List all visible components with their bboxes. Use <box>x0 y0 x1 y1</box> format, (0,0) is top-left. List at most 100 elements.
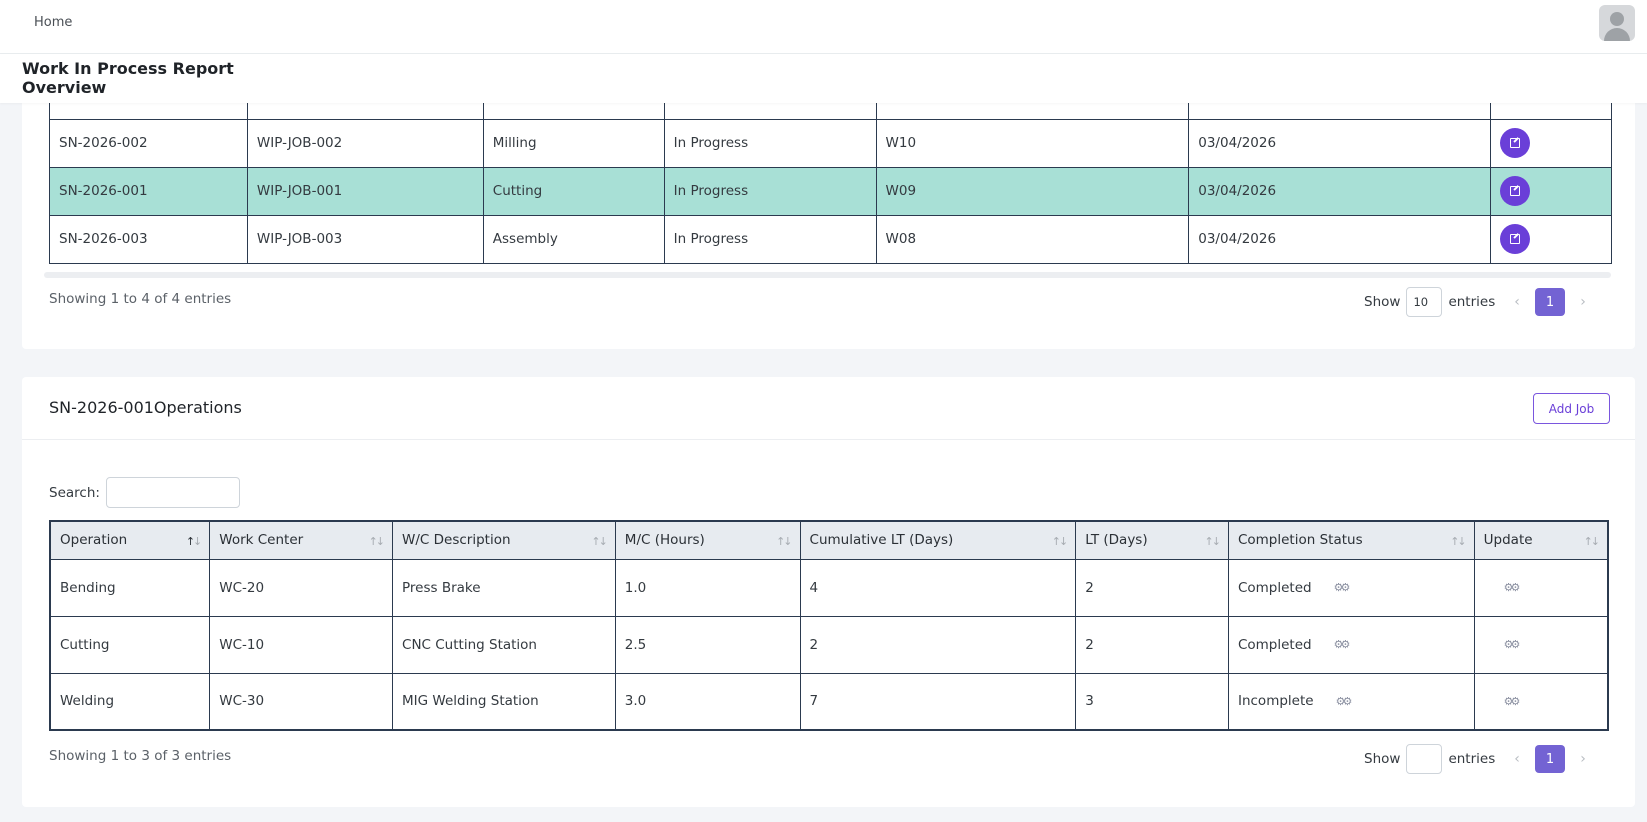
entries-label: entries <box>1448 751 1496 767</box>
jobs-card: SN-2026-002 WIP-JOB-002 Milling In Progr… <box>22 90 1635 349</box>
column-header[interactable]: W/C Description ↑↓ <box>392 520 616 560</box>
table-row: Cutting WC-10 CNC Cutting Station 2.5 2 … <box>49 615 1609 674</box>
cell-operation: Cutting <box>482 166 665 216</box>
cell-work-center: WC-30 <box>209 672 394 731</box>
cell-week: W10 <box>875 118 1190 168</box>
cell-lt: 3 <box>1075 672 1229 731</box>
cell-update: ⚙⚙ <box>1473 672 1609 731</box>
operations-header: SN-2026-001Operations Add Job <box>22 377 1635 440</box>
cell-description: Press Brake <box>392 558 616 617</box>
edit-icon[interactable] <box>1500 176 1531 206</box>
column-header[interactable]: Operation ↑↓ <box>49 520 211 560</box>
table-row: Bending WC-20 Press Brake 1.0 4 2 Comple… <box>49 558 1609 617</box>
status-text: Completed <box>1237 579 1312 596</box>
cell-job: WIP-JOB-001 <box>246 166 484 216</box>
jobs-table: SN-2026-002 WIP-JOB-002 Milling In Progr… <box>49 90 1612 264</box>
horizontal-scrollbar[interactable] <box>44 272 1611 278</box>
pagination: ‹ 1 › <box>1507 745 1593 773</box>
sort-icon[interactable]: ↑↓ <box>776 535 793 548</box>
cell-mc-hours: 1.0 <box>614 558 801 617</box>
cell-action <box>1490 118 1612 168</box>
cell-serial: SN-2026-002 <box>49 118 248 168</box>
column-header[interactable]: Work Center ↑↓ <box>209 520 394 560</box>
cell-mc-hours: 3.0 <box>614 672 801 731</box>
page-length-control: Show 10 entries <box>1364 287 1495 317</box>
search-control: Search: <box>49 477 240 508</box>
column-header[interactable]: Update ↑↓ <box>1473 520 1609 560</box>
next-page-icon[interactable]: › <box>1580 294 1586 310</box>
cell-description: MIG Welding Station <box>392 672 616 731</box>
edit-icon[interactable] <box>1500 128 1531 158</box>
table-row[interactable]: SN-2026-001 WIP-JOB-001 Cutting In Progr… <box>49 166 1612 216</box>
sort-icon[interactable]: ↑↓ <box>368 535 386 548</box>
table-row[interactable]: SN-2026-003 WIP-JOB-003 Assembly In Prog… <box>49 214 1612 264</box>
table-row[interactable]: SN-2026-002 WIP-JOB-002 Milling In Progr… <box>49 118 1612 168</box>
sort-icon[interactable]: ↑↓ <box>185 535 203 548</box>
sort-icon[interactable]: ↑↓ <box>1204 535 1222 548</box>
page-button-current[interactable]: 1 <box>1535 745 1565 773</box>
cell-lt: 2 <box>1075 558 1229 617</box>
cell-week: W09 <box>875 166 1190 216</box>
top-navbar: Home <box>0 0 1647 54</box>
gears-icon[interactable]: ⚙⚙ <box>1503 581 1521 594</box>
cell-operation: Cutting <box>49 615 211 674</box>
entries-label: entries <box>1448 294 1496 310</box>
operations-card: SN-2026-001Operations Add Job Search: Op… <box>22 377 1635 807</box>
column-header[interactable]: M/C (Hours) ↑↓ <box>614 520 801 560</box>
table-header-row: Operation ↑↓ Work Center ↑↓ W/C Descriptio… <box>49 520 1609 560</box>
cell-action <box>1490 214 1612 264</box>
status-text: Incomplete <box>1237 693 1314 710</box>
operations-table: Operation ↑↓ Work Center ↑↓ W/C Descriptio… <box>49 520 1609 731</box>
cell-date: 03/04/2026 <box>1188 166 1492 216</box>
prev-page-icon[interactable]: ‹ <box>1514 294 1520 310</box>
sort-icon[interactable]: ↑↓ <box>591 535 608 548</box>
sort-icon[interactable]: ↑↓ <box>1051 535 1069 548</box>
cell-status: In Progress <box>663 166 877 216</box>
gears-icon[interactable]: ⚙⚙ <box>1333 638 1351 651</box>
table-row: Welding WC-30 MIG Welding Station 3.0 7 … <box>49 672 1609 731</box>
search-label: Search: <box>49 484 100 501</box>
column-header[interactable]: Cumulative LT (Days) ↑↓ <box>799 520 1077 560</box>
table-info: Showing 1 to 3 of 3 entries <box>49 748 232 764</box>
gears-icon[interactable]: ⚙⚙ <box>1335 694 1353 708</box>
cell-date: 03/04/2026 <box>1188 118 1492 168</box>
prev-page-icon[interactable]: ‹ <box>1514 751 1520 767</box>
cell-cum-lt: 4 <box>799 558 1077 617</box>
add-job-button[interactable]: Add Job <box>1533 393 1610 424</box>
sort-icon[interactable]: ↑↓ <box>1450 535 1467 548</box>
pagination: ‹ 1 › <box>1507 288 1593 316</box>
gears-icon[interactable]: ⚙⚙ <box>1503 638 1521 651</box>
sort-icon[interactable]: ↑↓ <box>1583 535 1601 548</box>
page-length-select[interactable]: 10 <box>1406 287 1443 317</box>
cell-status: Incomplete ⚙⚙ <box>1227 672 1475 731</box>
show-label: Show <box>1364 294 1401 310</box>
page-header: Work In Process Report Overview <box>0 54 1647 103</box>
cell-status: In Progress <box>663 214 877 264</box>
search-input[interactable] <box>105 477 240 508</box>
cell-date: 03/04/2026 <box>1188 214 1492 264</box>
cell-cum-lt: 2 <box>799 615 1077 674</box>
page-title: Work In Process Report Overview <box>22 59 234 97</box>
gears-icon[interactable]: ⚙⚙ <box>1333 581 1351 594</box>
cell-operation: Assembly <box>482 214 665 264</box>
gears-icon[interactable]: ⚙⚙ <box>1503 694 1521 708</box>
user-avatar-icon[interactable] <box>1599 5 1635 41</box>
cell-job: WIP-JOB-003 <box>246 214 484 264</box>
page-button-current[interactable]: 1 <box>1535 288 1565 316</box>
cell-work-center: WC-20 <box>209 558 394 617</box>
status-text: Completed <box>1237 636 1312 653</box>
home-link[interactable]: Home <box>34 15 73 30</box>
cell-serial: SN-2026-001 <box>49 166 248 216</box>
cell-work-center: WC-10 <box>209 615 394 674</box>
cell-update: ⚙⚙ <box>1473 615 1609 674</box>
column-header[interactable]: LT (Days) ↑↓ <box>1075 520 1229 560</box>
cell-cum-lt: 7 <box>799 672 1077 731</box>
cell-description: CNC Cutting Station <box>392 615 616 674</box>
column-header[interactable]: Completion Status ↑↓ <box>1227 520 1475 560</box>
page-length-select[interactable] <box>1406 744 1443 774</box>
cell-status: Completed ⚙⚙ <box>1227 615 1475 674</box>
cell-lt: 2 <box>1075 615 1229 674</box>
edit-icon[interactable] <box>1500 224 1531 254</box>
next-page-icon[interactable]: › <box>1580 751 1586 767</box>
table-info: Showing 1 to 4 of 4 entries <box>49 291 232 307</box>
